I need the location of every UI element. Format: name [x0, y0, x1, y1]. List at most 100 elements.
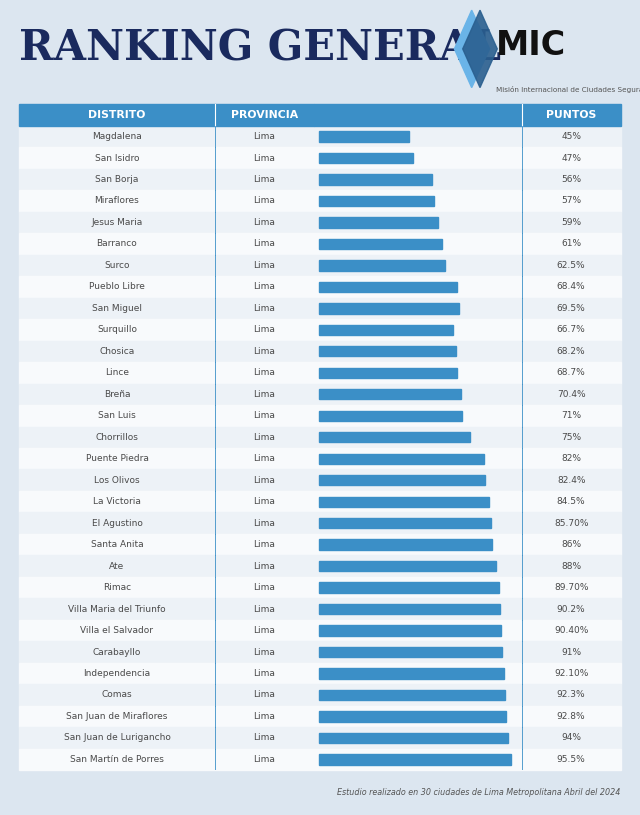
FancyBboxPatch shape [19, 169, 621, 190]
Text: Barranco: Barranco [97, 240, 138, 249]
Text: Pueblo Libre: Pueblo Libre [89, 282, 145, 292]
Text: MIC: MIC [496, 29, 566, 62]
Text: Misión Internacional de Ciudades Seguras: Misión Internacional de Ciudades Seguras [496, 86, 640, 93]
FancyBboxPatch shape [319, 131, 410, 142]
Text: Lima: Lima [253, 347, 275, 356]
FancyBboxPatch shape [19, 513, 621, 534]
Text: Puente Piedra: Puente Piedra [86, 454, 148, 463]
Text: San Isidro: San Isidro [95, 153, 140, 162]
FancyBboxPatch shape [319, 583, 499, 593]
FancyBboxPatch shape [319, 260, 445, 271]
FancyBboxPatch shape [19, 362, 621, 384]
FancyBboxPatch shape [19, 405, 621, 426]
FancyBboxPatch shape [19, 663, 621, 685]
FancyBboxPatch shape [19, 555, 621, 577]
Text: Lima: Lima [253, 175, 275, 184]
Text: Breña: Breña [104, 390, 130, 399]
Text: Lima: Lima [253, 712, 275, 721]
Text: 56%: 56% [561, 175, 581, 184]
FancyBboxPatch shape [319, 604, 500, 615]
Polygon shape [463, 10, 497, 87]
Text: Lima: Lima [253, 412, 275, 421]
Text: Comas: Comas [102, 690, 132, 699]
Text: 92.8%: 92.8% [557, 712, 586, 721]
Text: Lima: Lima [253, 562, 275, 570]
Text: Chosica: Chosica [99, 347, 134, 356]
FancyBboxPatch shape [19, 598, 621, 620]
Text: Lima: Lima [253, 454, 275, 463]
FancyBboxPatch shape [19, 126, 621, 148]
Text: Lima: Lima [253, 605, 275, 614]
Text: Lima: Lima [253, 368, 275, 377]
Text: Ate: Ate [109, 562, 125, 570]
FancyBboxPatch shape [319, 647, 502, 657]
FancyBboxPatch shape [319, 711, 506, 721]
Text: San Borja: San Borja [95, 175, 139, 184]
FancyBboxPatch shape [319, 689, 504, 700]
Text: 94%: 94% [561, 734, 581, 742]
Text: Lima: Lima [253, 390, 275, 399]
Text: Lima: Lima [253, 497, 275, 506]
Text: 91%: 91% [561, 648, 581, 657]
Text: 92.10%: 92.10% [554, 669, 588, 678]
Text: 68.4%: 68.4% [557, 282, 586, 292]
Text: San Luis: San Luis [98, 412, 136, 421]
FancyBboxPatch shape [319, 518, 492, 528]
FancyBboxPatch shape [522, 104, 621, 126]
FancyBboxPatch shape [319, 174, 431, 185]
Text: 71%: 71% [561, 412, 581, 421]
Text: Lima: Lima [253, 433, 275, 442]
FancyBboxPatch shape [319, 389, 461, 399]
FancyBboxPatch shape [214, 104, 314, 126]
FancyBboxPatch shape [314, 104, 522, 126]
Text: 88%: 88% [561, 562, 581, 570]
Text: Lima: Lima [253, 261, 275, 270]
Text: Los Olivos: Los Olivos [94, 476, 140, 485]
FancyBboxPatch shape [19, 276, 621, 297]
Text: Lima: Lima [253, 583, 275, 593]
Text: 47%: 47% [561, 153, 581, 162]
FancyBboxPatch shape [19, 384, 621, 405]
Text: Lima: Lima [253, 648, 275, 657]
Text: 69.5%: 69.5% [557, 304, 586, 313]
FancyBboxPatch shape [19, 212, 621, 233]
Text: Surco: Surco [104, 261, 130, 270]
Text: Lima: Lima [253, 304, 275, 313]
FancyBboxPatch shape [19, 727, 621, 749]
Text: Lima: Lima [253, 153, 275, 162]
FancyBboxPatch shape [319, 303, 459, 314]
FancyBboxPatch shape [319, 196, 433, 206]
FancyBboxPatch shape [319, 561, 496, 571]
Text: Villa el Salvador: Villa el Salvador [81, 626, 154, 635]
Text: 68.2%: 68.2% [557, 347, 586, 356]
Text: Rimac: Rimac [103, 583, 131, 593]
FancyBboxPatch shape [319, 282, 456, 292]
FancyBboxPatch shape [19, 577, 621, 598]
Text: PROVINCIA: PROVINCIA [231, 110, 298, 120]
Text: San Juan de Lurigancho: San Juan de Lurigancho [63, 734, 170, 742]
Text: 84.5%: 84.5% [557, 497, 586, 506]
FancyBboxPatch shape [319, 625, 500, 636]
FancyBboxPatch shape [319, 239, 442, 249]
Text: 89.70%: 89.70% [554, 583, 588, 593]
FancyBboxPatch shape [19, 749, 621, 770]
Text: Lima: Lima [253, 518, 275, 527]
FancyBboxPatch shape [19, 448, 621, 469]
FancyBboxPatch shape [319, 540, 492, 550]
Text: Carabayllo: Carabayllo [93, 648, 141, 657]
Text: El Agustino: El Agustino [92, 518, 142, 527]
Text: 61%: 61% [561, 240, 581, 249]
FancyBboxPatch shape [19, 254, 621, 276]
FancyBboxPatch shape [19, 341, 621, 362]
Text: 75%: 75% [561, 433, 581, 442]
Text: 66.7%: 66.7% [557, 325, 586, 334]
FancyBboxPatch shape [319, 324, 453, 335]
FancyBboxPatch shape [19, 319, 621, 341]
Text: Lima: Lima [253, 626, 275, 635]
FancyBboxPatch shape [319, 411, 461, 421]
Text: Lima: Lima [253, 669, 275, 678]
FancyBboxPatch shape [319, 496, 489, 507]
Text: Lima: Lima [253, 734, 275, 742]
Text: 82%: 82% [561, 454, 581, 463]
Text: San Juan de Miraflores: San Juan de Miraflores [67, 712, 168, 721]
